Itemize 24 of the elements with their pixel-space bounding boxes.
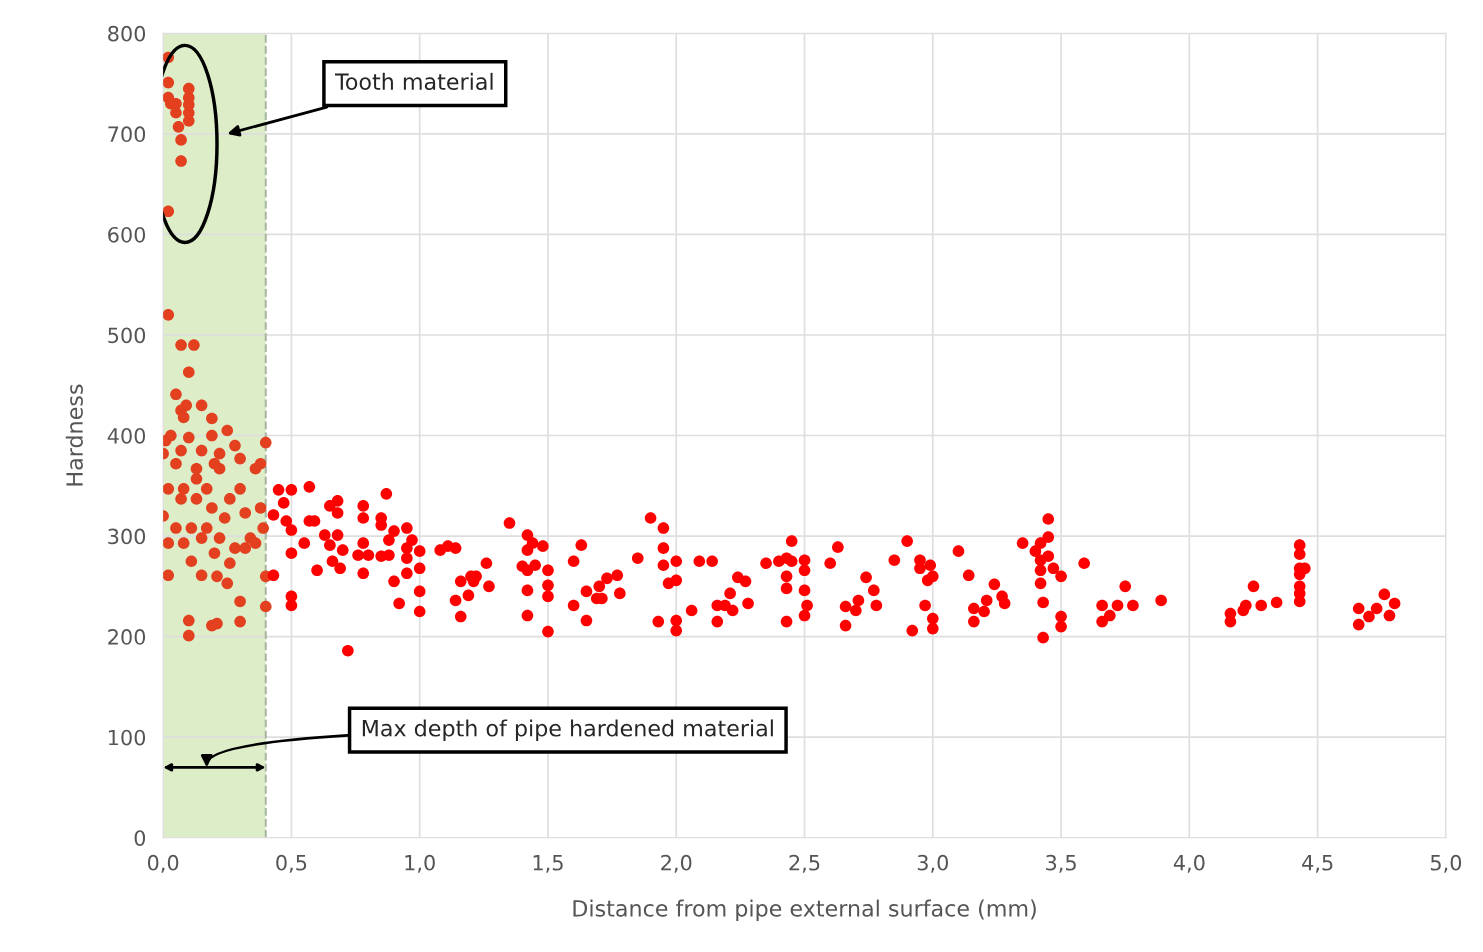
x-tick-label: 5,0 <box>1430 854 1462 873</box>
x-tick-label: 3,5 <box>1046 854 1076 873</box>
y-tick-label: 0 <box>134 830 146 846</box>
y-tick-label: 400 <box>107 427 146 444</box>
x-axis-title: Distance from pipe external surface (mm) <box>573 899 1036 922</box>
y-tick-label: 500 <box>108 327 146 344</box>
y-tick-label: 200 <box>108 629 146 645</box>
y-axis-title: Hardness <box>65 384 83 486</box>
x-tick-label: 2,5 <box>789 854 820 873</box>
x-tick-label: 1,0 <box>405 854 435 873</box>
x-tick-label: 4,5 <box>1302 855 1333 873</box>
y-tick-label: 100 <box>108 729 146 746</box>
annotation: Max depth of pipe hardened material <box>362 719 773 741</box>
x-tick-label: 1,5 <box>533 855 563 873</box>
y-tick-label: 800 <box>108 25 146 42</box>
y-tick-label: 300 <box>108 528 146 545</box>
x-tick-label: 0,0 <box>147 854 179 873</box>
y-tick-label: 700 <box>108 126 146 143</box>
x-tick-label: 2,0 <box>661 854 692 873</box>
x-tick-label: 0,5 <box>276 854 307 873</box>
x-tick-label: 3,0 <box>917 854 948 873</box>
x-tick-label: 4,0 <box>1173 854 1205 873</box>
annotation: Tooth material <box>334 72 493 91</box>
y-tick-label: 600 <box>108 226 146 243</box>
